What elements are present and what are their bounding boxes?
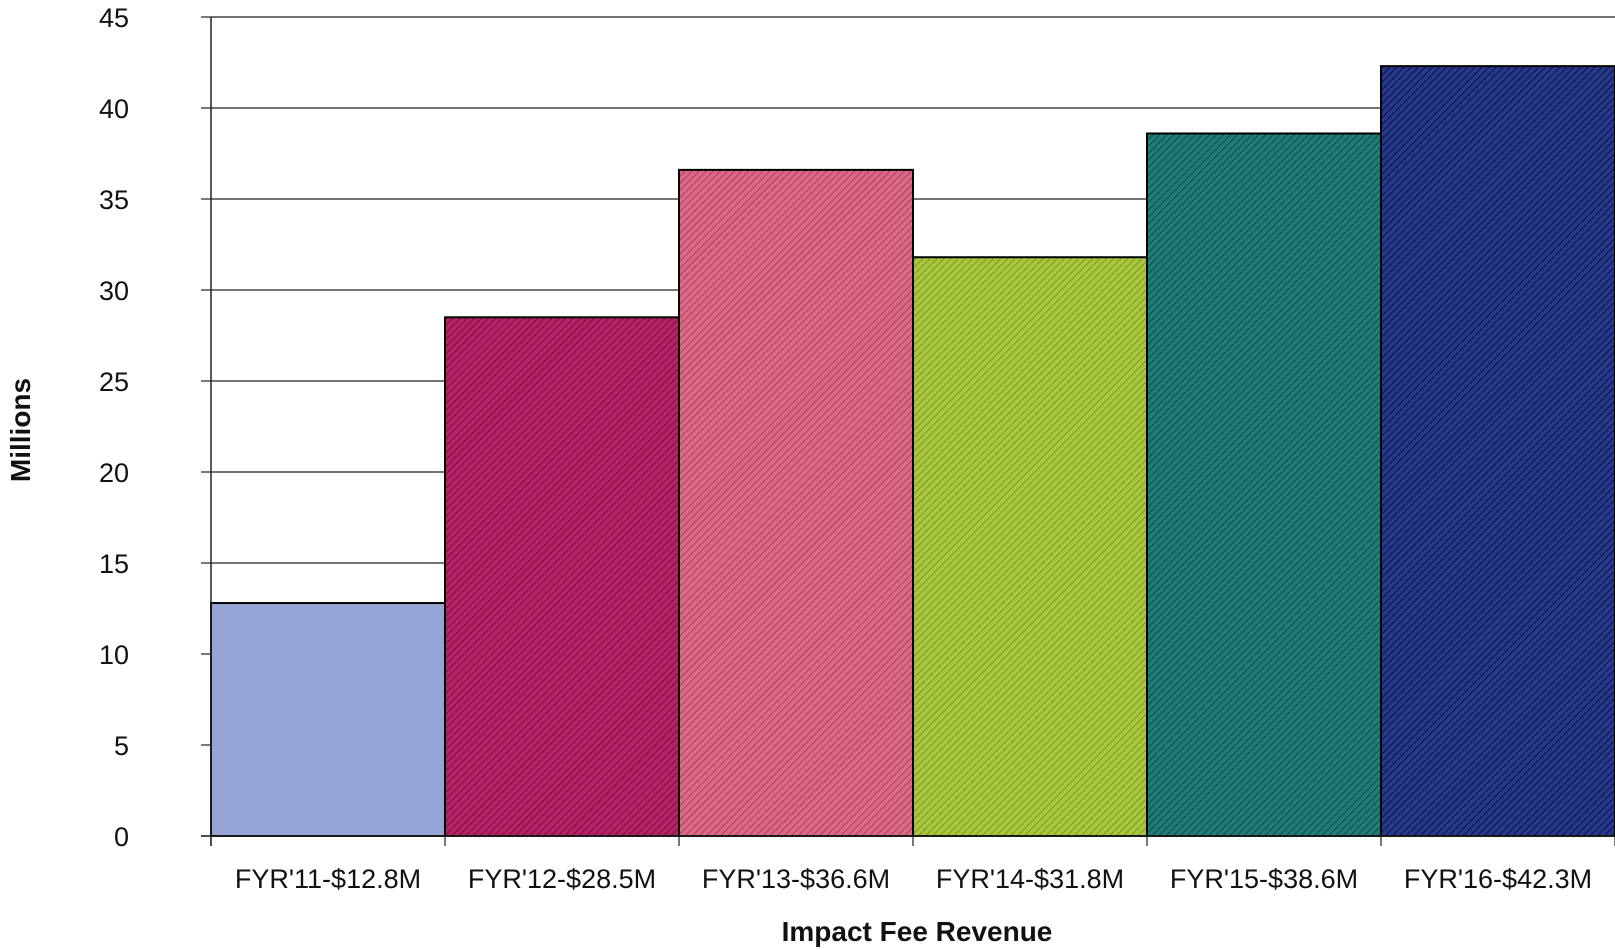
y-axis-title: Millions: [5, 378, 36, 482]
y-tick-label: 40: [99, 94, 129, 124]
y-tick-label: 35: [99, 185, 129, 215]
y-tick-label: 15: [99, 549, 129, 579]
y-tick-labels: 0 5 10 15 20 25 30 35 40 45: [99, 3, 129, 852]
y-tick-label: 20: [99, 458, 129, 488]
x-tick-label: FYR'16-$42.3M: [1404, 864, 1592, 894]
bar: [678, 168, 914, 837]
y-tick-label: 0: [114, 822, 129, 852]
bar: [210, 602, 446, 837]
y-tick-label: 45: [99, 3, 129, 33]
bars: [210, 65, 1615, 838]
y-tick-label: 10: [99, 640, 129, 670]
x-tick-label: FYR'12-$28.5M: [468, 864, 656, 894]
x-tick-label: FYR'11-$12.8M: [235, 864, 421, 894]
bar: [912, 256, 1148, 837]
x-tick-label: FYR'13-$36.6M: [702, 864, 890, 894]
axes: [201, 16, 1615, 846]
bar: [444, 316, 680, 837]
x-tick-labels: FYR'11-$12.8M FYR'12-$28.5M FYR'13-$36.6M F…: [235, 864, 1592, 894]
bar: [1146, 132, 1382, 838]
x-tick-label: FYR'14-$31.8M: [936, 864, 1124, 894]
y-tick-label: 30: [99, 276, 129, 306]
x-tick-label: FYR'15-$38.6M: [1170, 864, 1358, 894]
bar: [1380, 65, 1615, 837]
y-tick-label: 5: [114, 731, 129, 761]
x-axis-title: Impact Fee Revenue: [782, 916, 1053, 947]
y-tick-label: 25: [99, 367, 129, 397]
